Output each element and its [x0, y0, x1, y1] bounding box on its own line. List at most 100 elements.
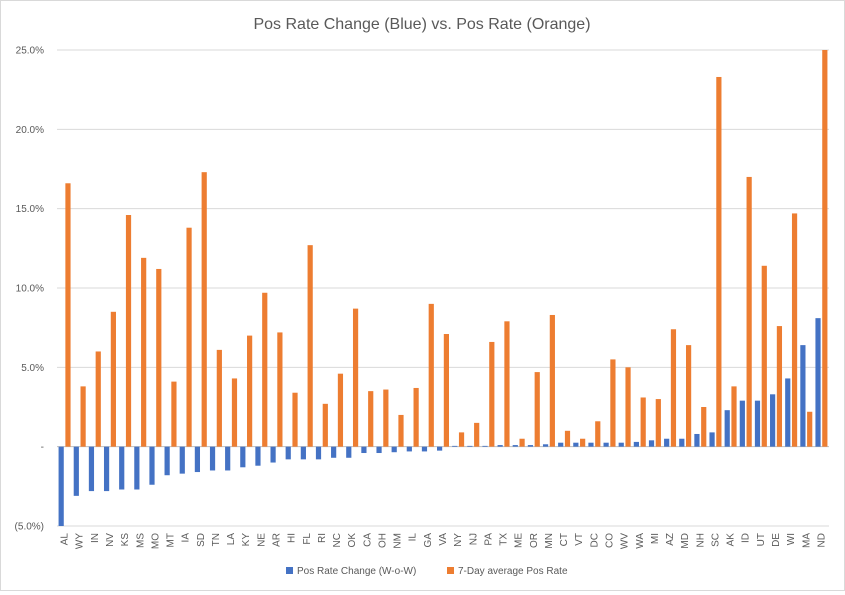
x-category-label: RI — [317, 533, 328, 543]
bar-pos-rate-in — [95, 351, 101, 447]
bar-pos-rate-ri — [322, 403, 328, 447]
bar-pos-rate-change-md — [679, 438, 685, 447]
bar-pos-rate-change-ky — [240, 446, 246, 468]
bar-pos-rate-ok — [352, 308, 359, 447]
bar-pos-rate-az — [670, 329, 677, 447]
x-category-label: OH — [377, 533, 388, 548]
bar-pos-rate-ks — [125, 215, 132, 447]
bar-pos-rate-tn — [216, 349, 222, 447]
bar-pos-rate-change-ms — [134, 446, 140, 490]
bar-pos-rate-sd — [201, 172, 207, 447]
x-category-label: HI — [287, 533, 298, 543]
bar-pos-rate-change-wi — [785, 378, 791, 447]
x-category-label: WI — [786, 533, 797, 545]
bar-pos-rate-mn — [549, 314, 555, 447]
bar-pos-rate-change-mn — [542, 444, 549, 447]
x-category-label: UT — [756, 533, 767, 546]
bar-pos-rate-change-ar — [270, 446, 276, 463]
bar-pos-rate-ca — [368, 391, 374, 447]
x-category-label: IA — [181, 533, 192, 543]
x-category-label: KY — [241, 533, 252, 547]
x-category-label: WV — [620, 533, 631, 549]
x-category-label: NY — [453, 533, 464, 547]
bar-pos-rate-mt — [171, 381, 177, 447]
x-category-label: AR — [271, 533, 282, 547]
bar-pos-rate-change-in — [88, 446, 95, 492]
bar-pos-rate-change-mi — [648, 440, 655, 447]
bar-pos-rate-or — [534, 372, 540, 447]
bar-pos-rate-change-sc — [709, 432, 715, 447]
bar-pos-rate-ky — [247, 335, 253, 447]
bar-pos-rate-change-id — [739, 400, 745, 447]
x-category-label: PA — [483, 533, 494, 546]
bar-pos-rate-change-ks — [119, 446, 125, 490]
bar-pos-rate-ny — [458, 432, 465, 447]
x-category-label: TX — [499, 533, 510, 546]
x-category-label: NV — [105, 533, 116, 547]
legend-label-series-0: Pos Rate Change (W-o-W) — [297, 566, 416, 577]
bar-pos-rate-change-vt — [573, 442, 579, 447]
bar-pos-rate-ct — [564, 430, 571, 447]
bar-pos-rate-nj — [474, 422, 480, 447]
bar-pos-rate-vt — [580, 438, 586, 447]
bar-pos-rate-ma — [807, 411, 813, 447]
bar-pos-rate-hi — [292, 392, 298, 447]
bar-pos-rate-wv — [625, 367, 631, 447]
bar-pos-rate-change-dc — [588, 442, 594, 447]
x-category-label: IL — [408, 533, 419, 542]
x-category-label: CA — [362, 533, 373, 547]
x-axis-categories: AL WY IN NV KS MS MO MT IA SD TN LA KY NE AR HI FL RI NC OK… — [60, 533, 828, 550]
x-category-label: OK — [347, 533, 358, 548]
x-category-label: MN — [544, 533, 555, 549]
bar-pos-rate-ak — [731, 386, 737, 447]
bar-pos-rate-oh — [383, 389, 389, 447]
bar-pos-rate-me — [519, 438, 525, 447]
x-category-label: LA — [226, 533, 237, 546]
x-category-label: MA — [801, 533, 812, 548]
bar-pos-rate-wi — [791, 213, 798, 447]
x-category-label: NC — [332, 533, 343, 547]
bar-pos-rate-change-il — [406, 446, 412, 452]
bar-pos-rate-ia — [186, 227, 192, 447]
bar-pos-rate-change-wa — [633, 441, 639, 447]
bar-pos-rate-change-va — [437, 446, 443, 451]
bar-pos-rate-change-de — [770, 394, 776, 447]
x-category-label: IN — [90, 533, 101, 543]
bar-pos-rate-de — [776, 326, 783, 447]
x-category-label: NH — [695, 533, 706, 547]
x-category-label: AZ — [665, 533, 676, 546]
bar-pos-rate-change-ak — [724, 410, 730, 447]
legend-swatch-series-0 — [286, 567, 293, 574]
y-tick-label: 20.0% — [16, 125, 44, 136]
bar-pos-rate-sc — [716, 76, 722, 447]
bar-pos-rate-change-me — [512, 445, 518, 447]
x-category-label: NJ — [468, 533, 479, 545]
bars — [58, 50, 828, 526]
bar-pos-rate-change-ga — [421, 446, 428, 452]
bar-pos-rate-change-wv — [618, 442, 624, 447]
x-category-label: TN — [211, 533, 222, 546]
bar-pos-rate-change-nh — [694, 433, 700, 447]
bar-pos-rate-ar — [277, 332, 283, 447]
bar-pos-rate-va — [443, 334, 449, 447]
bar-pos-rate-ne — [262, 292, 268, 447]
bar-pos-rate-nm — [398, 414, 404, 447]
bar-pos-rate-change-ut — [754, 400, 761, 447]
x-category-label: VA — [438, 533, 449, 546]
bar-pos-rate-mi — [655, 399, 661, 447]
bar-pos-rate-change-hi — [285, 446, 291, 460]
bar-pos-rate-change-mt — [164, 446, 170, 476]
x-category-label: AL — [60, 533, 71, 546]
y-tick-label: 25.0% — [16, 46, 44, 57]
bar-pos-rate-tx — [504, 321, 510, 447]
bar-pos-rate-change-ca — [361, 446, 367, 454]
bar-pos-rate-change-ia — [179, 446, 185, 474]
x-category-label: WA — [635, 533, 646, 549]
bar-pos-rate-change-mo — [149, 446, 155, 485]
bar-pos-rate-change-fl — [300, 446, 306, 460]
x-category-label: DC — [589, 533, 600, 547]
bar-pos-rate-change-ct — [558, 442, 564, 447]
bar-pos-rate-change-ma — [800, 345, 806, 447]
x-category-label: MI — [650, 533, 661, 544]
bar-pos-rate-dc — [595, 421, 601, 447]
